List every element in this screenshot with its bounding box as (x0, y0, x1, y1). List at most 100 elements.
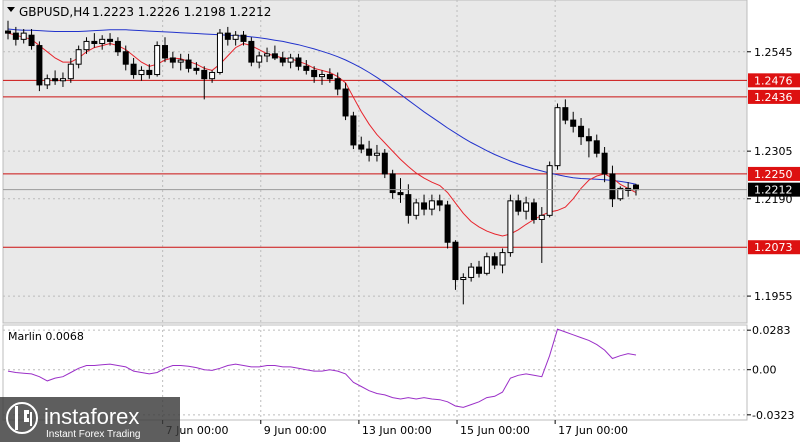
candle-22 (177, 53, 184, 71)
candle-body-80 (633, 184, 639, 191)
candle-body-16 (130, 63, 137, 76)
candle-body-14 (114, 40, 121, 53)
candle-70 (554, 103, 561, 170)
candle-body-15 (122, 51, 129, 65)
candle-body-40 (319, 74, 325, 78)
candle-body-49 (389, 173, 396, 194)
candle-body-36 (287, 57, 294, 63)
oscillator-axis: 0.0283 0.00 -0.0323 (747, 324, 794, 422)
candle-36 (287, 53, 294, 69)
current-price-box (748, 182, 800, 197)
current-price-text: 1.2212 (754, 184, 793, 197)
candle-75 (593, 134, 600, 158)
candle-body-23 (185, 59, 192, 69)
candle-body-39 (311, 69, 318, 78)
candle-34 (271, 45, 278, 61)
level-box-label-0: 1.2476 (754, 74, 793, 87)
candle-60 (476, 260, 482, 278)
candle-body-5 (44, 78, 51, 86)
candle-39 (311, 66, 318, 83)
candle-body-41 (326, 74, 333, 80)
candle-body-48 (381, 152, 388, 175)
candle-55 (436, 194, 443, 212)
candle-3 (28, 28, 35, 50)
candle-body-9 (75, 49, 82, 65)
candle-59 (468, 262, 475, 282)
level-box-1 (748, 89, 800, 104)
candle-body-31 (248, 40, 255, 63)
candle-body-32 (256, 55, 263, 63)
candle-17 (138, 66, 145, 81)
candle-1 (12, 26, 19, 46)
candle-body-61 (483, 256, 490, 274)
candle-body-35 (279, 57, 286, 63)
candle-body-18 (146, 69, 153, 76)
candle-44 (350, 111, 357, 150)
candle-52 (413, 198, 420, 220)
candle-10 (83, 37, 90, 54)
candle-body-4 (36, 45, 43, 86)
candle-24 (193, 62, 200, 75)
candle-57 (452, 240, 459, 290)
candle-53 (421, 194, 428, 216)
candle-body-13 (107, 38, 114, 42)
time-tick-label-2: 13 Jun 00:00 (362, 424, 432, 437)
candle-body-44 (350, 115, 357, 146)
price-tick-label-1: 1.2305 (754, 145, 793, 158)
candle-64 (507, 194, 514, 257)
watermark-tagline: Instant Forex Trading (46, 429, 141, 440)
candle-20 (162, 37, 168, 63)
candle-body-70 (554, 107, 561, 167)
candle-body-10 (83, 40, 90, 51)
candle-body-7 (59, 78, 66, 82)
slow-moving-average (7, 28, 637, 185)
candle-body-59 (468, 266, 475, 278)
candle-body-28 (224, 32, 231, 40)
candle-5 (44, 74, 51, 90)
candle-body-75 (593, 140, 600, 154)
candle-body-64 (507, 200, 514, 254)
chart-menu-triangle-icon[interactable] (7, 7, 15, 12)
candle-48 (381, 149, 388, 179)
marlin-oscillator-line (7, 328, 637, 408)
candle-31 (248, 37, 255, 67)
time-tick-label-4: 17 Jun 00:00 (558, 424, 628, 437)
oscillator-tick-label-2: -0.0323 (752, 409, 794, 422)
candle-73 (578, 118, 585, 145)
oscillator-tick-label-0: 0.0283 (752, 324, 791, 337)
candle-body-6 (52, 78, 59, 82)
candle-11 (91, 33, 98, 48)
level-box-0 (748, 73, 800, 88)
candle-2 (20, 28, 27, 44)
slow-ma-line (7, 28, 637, 185)
candle-body-34 (271, 53, 278, 59)
candle-body-68 (538, 214, 545, 220)
candle-66 (523, 196, 530, 220)
candle-body-11 (91, 40, 98, 44)
watermark: instaforex Instant Forex Trading (0, 397, 180, 442)
candle-37 (295, 53, 302, 71)
candlesticks (5, 20, 639, 305)
candle-body-1 (12, 32, 19, 40)
candle-body-26 (209, 71, 216, 80)
candle-35 (279, 51, 286, 67)
instaforex-logo-icon (6, 402, 38, 434)
candle-40 (319, 70, 325, 85)
candle-14 (114, 37, 121, 56)
candle-72 (570, 111, 577, 133)
ohlc-values: 1.2223 1.2226 1.2198 1.2212 (92, 5, 271, 19)
level-price-labels: 1.2476 1.2436 1.2250 1.2073 (748, 73, 800, 255)
candle-15 (122, 45, 129, 71)
candle-58 (460, 273, 467, 305)
candle-body-8 (67, 63, 74, 80)
price-tick-label-3: 1.1955 (754, 290, 793, 303)
candle-42 (334, 72, 341, 96)
candle-body-25 (201, 69, 208, 80)
candle-0 (5, 20, 11, 40)
horizontal-levels (3, 79, 747, 248)
candle-4 (36, 41, 43, 92)
candle-49 (389, 169, 396, 199)
